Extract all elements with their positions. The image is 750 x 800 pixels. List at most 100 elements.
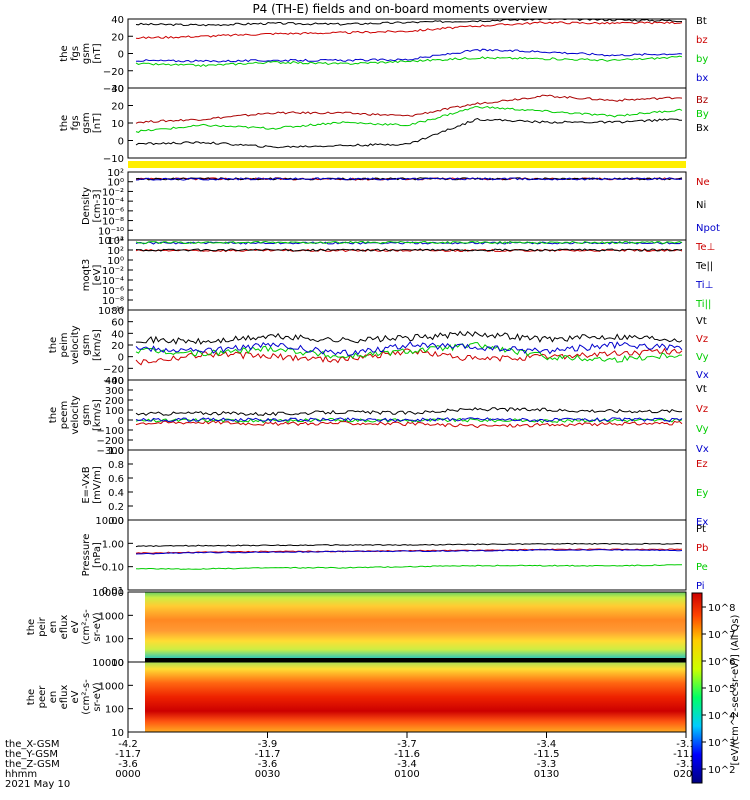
legend-pi: Pi: [696, 581, 705, 592]
y-tick-label: 10⁰: [107, 178, 124, 189]
footer-value: 0000: [115, 769, 140, 780]
y-tick-label: −10: [103, 154, 124, 165]
series-vx: [135, 417, 683, 423]
y-axis-label: peim: [59, 332, 70, 357]
legend-bz: bz: [696, 35, 708, 46]
colorbar-tick-label: 10^8: [708, 603, 735, 614]
series-bx: [135, 117, 682, 149]
y-tick-label: 0: [118, 137, 124, 148]
series-vy: [135, 417, 683, 424]
colorbar-label: [eV/(cm^2-sec-sr-eV)] (All Qs): [730, 614, 741, 765]
footer-value: -3.3: [537, 759, 557, 770]
legend-bx: bx: [696, 73, 708, 84]
series-bz: [135, 94, 683, 124]
y-tick-label: 10: [111, 728, 124, 739]
y-tick-label: 10⁻²: [102, 266, 124, 277]
y-tick-label: 1000: [99, 681, 124, 692]
panel-2: 30 20 10 0 −10 the fgs gsm [nT] Bz By Bx: [59, 84, 709, 165]
series-bz: [135, 21, 683, 40]
y-axis-label: eflux: [59, 685, 70, 710]
legend-ti⊥: Ti⊥: [695, 280, 713, 291]
footer-value: 0200: [673, 769, 698, 780]
series-by: [135, 55, 683, 67]
y-axis-label: eV: [70, 690, 81, 703]
footer-value: -3.6: [118, 759, 138, 770]
series-vx: [135, 341, 683, 356]
series-pi: [135, 548, 683, 555]
y-tick-label: −40: [103, 376, 124, 387]
y-tick-label: 10²: [107, 168, 124, 179]
y-tick-label: −100: [97, 426, 124, 437]
series-bx: [135, 48, 683, 63]
series-pe: [135, 564, 683, 570]
spectrogram-ion: [145, 592, 686, 662]
y-tick-label: 10⁻²: [102, 187, 124, 198]
colorbar-tick-label: 10^3: [708, 738, 735, 749]
y-tick-label: 20: [111, 32, 124, 43]
y-axis-label: the: [59, 115, 70, 131]
y-axis-label: velocity: [70, 325, 81, 364]
y-tick-label: 10000: [92, 588, 124, 599]
y-tick-label: 100: [105, 705, 124, 716]
plot-title: P4 (TH-E) fields and on-board moments ov…: [252, 2, 547, 16]
spectrogram-separator: [145, 658, 686, 663]
series-ti||: [135, 240, 683, 245]
y-tick-label: 10⁻¹⁰: [98, 306, 124, 317]
y-axis-label: [eV]: [92, 265, 103, 286]
y-tick-label: 10⁻⁴: [102, 276, 124, 287]
legend-vy: Vy: [696, 352, 709, 363]
y-tick-label: −200: [97, 436, 124, 447]
y-tick-label: 20: [111, 102, 124, 113]
y-tick-label: 0.2: [108, 502, 124, 513]
legend-ex: Ex: [696, 517, 708, 528]
legend-npot: Npot: [696, 223, 720, 234]
footer-value: -3.4: [537, 739, 557, 750]
y-tick-label: −20: [103, 67, 124, 78]
y-axis-label: Density: [81, 187, 92, 225]
series-vt: [135, 407, 683, 417]
y-tick-label: 40: [111, 329, 124, 340]
y-axis-label: gsm: [81, 43, 92, 64]
legend-ey: Ey: [696, 488, 708, 499]
legend-pb: Pb: [696, 543, 708, 554]
footer-row-label: the_Y-GSM: [5, 749, 58, 760]
y-tick-label: 1.00: [102, 539, 124, 550]
y-axis-label: the: [48, 407, 59, 423]
series-vt: [136, 330, 683, 345]
legend-vx: Vx: [696, 444, 709, 455]
y-tick-label: 10⁻⁴: [102, 197, 124, 208]
panel-10: 10000 1000 100 10 the peer en eflux eV (cm²-s-sr-…: [26, 658, 687, 739]
y-tick-label: 40: [111, 15, 124, 26]
y-axis-label: fgs: [70, 115, 81, 130]
colorbar-tick-label: 10^7: [708, 630, 735, 641]
y-tick-label: 10⁻⁶: [102, 207, 124, 218]
footer-value: -11.7: [115, 749, 141, 760]
y-axis-label: the: [26, 689, 37, 705]
y-tick-label: 100: [105, 406, 124, 417]
y-axis-label: fgs: [70, 46, 81, 61]
y-axis-label: [mV/m]: [92, 466, 103, 504]
series-by: [135, 105, 683, 133]
y-tick-label: 0: [118, 353, 124, 364]
series-pt: [135, 542, 683, 548]
legend-vx: Vx: [696, 370, 709, 381]
y-axis-label: Pressure: [81, 534, 92, 577]
footer-value: -11.6: [394, 749, 420, 760]
y-tick-label: 80: [111, 306, 124, 317]
legend-by: by: [696, 54, 708, 65]
panel-frame: [127, 18, 687, 89]
y-axis-label: [nPa]: [92, 542, 103, 568]
legend-bt: Bt: [696, 16, 707, 27]
panel-7: 1.0 0.8 0.6 0.4 0.2 0.0 E=-VxB [mV/m] Ez Ey Ex: [81, 446, 708, 528]
legend-bz: Bz: [696, 95, 708, 106]
series-vy: [135, 342, 682, 363]
y-axis-label: the: [59, 45, 70, 61]
y-axis-label: gsm: [81, 334, 92, 355]
y-tick-label: 10⁻⁸: [102, 217, 124, 228]
y-axis-label: [km/s]: [92, 399, 103, 431]
y-tick-label: 10000: [92, 658, 124, 669]
y-axis-label: gsm: [81, 112, 92, 133]
